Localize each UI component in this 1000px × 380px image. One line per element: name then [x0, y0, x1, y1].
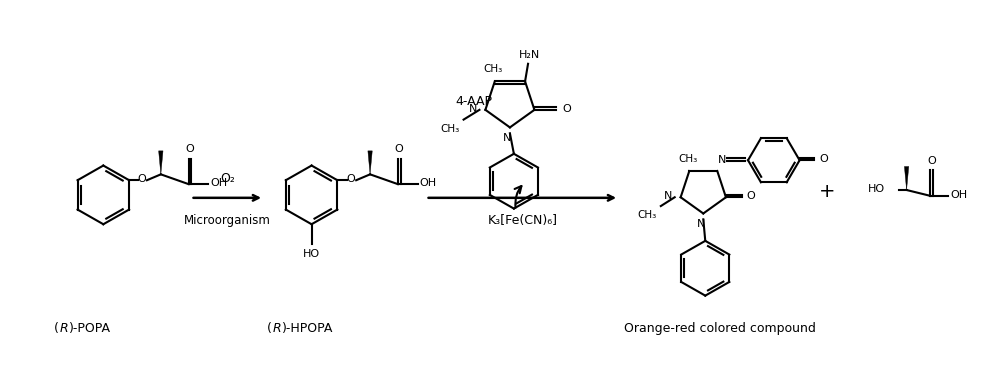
Text: R: R [273, 322, 282, 336]
Text: Orange-red colored compound: Orange-red colored compound [624, 322, 816, 336]
Text: OH: OH [210, 178, 228, 188]
Text: O: O [138, 174, 146, 184]
Text: CH₃: CH₃ [679, 154, 698, 164]
Text: O: O [186, 144, 194, 154]
Text: CH₃: CH₃ [483, 63, 502, 74]
Polygon shape [368, 151, 372, 174]
Text: R: R [60, 322, 68, 336]
Text: (: ( [267, 322, 272, 336]
Text: K₃[Fe(CN)₆]: K₃[Fe(CN)₆] [487, 214, 557, 228]
Text: )-HPOPA: )-HPOPA [282, 322, 333, 336]
Text: O: O [347, 174, 356, 184]
Text: O: O [927, 155, 936, 166]
Text: OH: OH [950, 190, 967, 200]
Text: O: O [819, 154, 828, 164]
Text: HO: HO [303, 249, 320, 259]
FancyArrowPatch shape [515, 186, 521, 208]
Polygon shape [159, 151, 163, 174]
Text: Microorganism: Microorganism [184, 214, 271, 228]
Text: HO: HO [868, 184, 885, 194]
Text: (: ( [54, 322, 59, 336]
Text: )-POPA: )-POPA [69, 322, 111, 336]
Text: OH: OH [420, 178, 437, 188]
Text: O₂: O₂ [220, 172, 235, 185]
Text: O: O [395, 144, 404, 154]
Text: 4-AAP: 4-AAP [455, 95, 492, 108]
Text: N: N [469, 104, 477, 114]
Text: CH₃: CH₃ [440, 124, 460, 133]
Text: N: N [664, 191, 673, 201]
Text: N: N [718, 155, 727, 165]
Text: H₂N: H₂N [518, 50, 540, 60]
Text: +: + [819, 182, 836, 201]
Text: O: O [562, 104, 571, 114]
Polygon shape [904, 166, 909, 190]
Text: N: N [503, 133, 511, 143]
Text: O: O [747, 191, 756, 201]
Text: CH₃: CH₃ [638, 210, 657, 220]
Text: N: N [697, 219, 705, 230]
